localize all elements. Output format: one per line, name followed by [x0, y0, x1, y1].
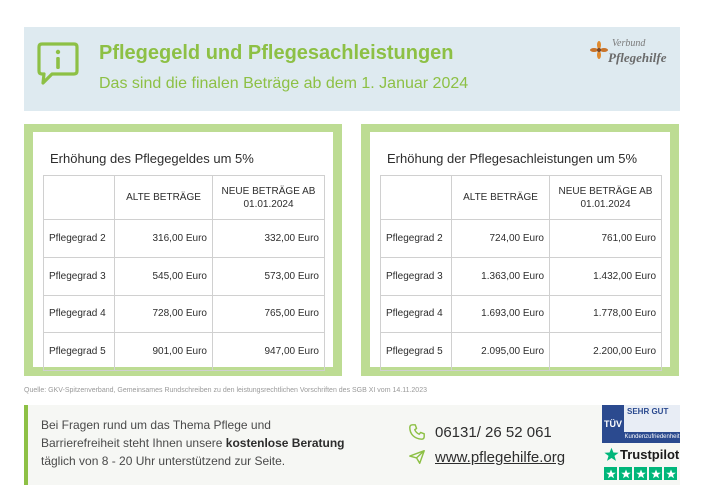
new-amount-cell: 947,00 Euro	[212, 332, 325, 372]
pflegesachleistungen-table: ALTE BETRÄGE NEUE BETRÄGE AB 01.01.2024 P…	[380, 175, 662, 372]
empty-header-cell	[380, 175, 452, 220]
table-row: Pflegegrad 5 901,00 Euro 947,00 Euro	[43, 332, 325, 372]
old-amount-cell: 545,00 Euro	[114, 256, 213, 296]
tuv-rating: SEHR GUT	[624, 405, 680, 432]
table-row: Pflegegrad 3 1.363,00 Euro 1.432,00 Euro	[380, 256, 662, 296]
new-amount-cell: 1.432,00 Euro	[549, 256, 662, 296]
grade-cell: Pflegegrad 5	[43, 332, 115, 372]
page-subtitle: Das sind die finalen Beträge ab dem 1. J…	[99, 75, 469, 92]
new-amount-cell: 761,00 Euro	[549, 219, 662, 258]
new-amount-cell: 332,00 Euro	[212, 219, 325, 258]
grade-cell: Pflegegrad 5	[380, 332, 452, 372]
phone-number[interactable]: 06131/ 26 52 061	[435, 423, 552, 441]
logo-name-text: Pflegehilfe	[608, 50, 667, 65]
pflegesachleistungen-table-title: Erhöhung der Pflegesachleistungen um 5%	[387, 151, 638, 166]
trustpilot-star	[649, 467, 662, 480]
trustpilot-star	[604, 467, 617, 480]
empty-header-cell	[43, 175, 115, 220]
table-row: Pflegegrad 2 316,00 Euro 332,00 Euro	[43, 219, 325, 258]
pflegegeld-table: ALTE BETRÄGE NEUE BETRÄGE AB 01.01.2024 P…	[43, 175, 325, 372]
grade-cell: Pflegegrad 2	[380, 219, 452, 258]
grade-cell: Pflegegrad 3	[380, 256, 452, 296]
free-consultation-bold: kostenlose Beratung	[225, 436, 345, 450]
trustpilot-star	[664, 467, 677, 480]
old-amount-cell: 316,00 Euro	[114, 219, 213, 258]
old-amount-cell: 728,00 Euro	[114, 294, 213, 334]
source-note: Quelle: GKV-Spitzenverband, Gemeinsames …	[24, 387, 427, 394]
info-speech-bubble-icon	[37, 42, 79, 85]
header-banner: Pflegegeld und Pflegesachleistungen Das …	[24, 27, 680, 111]
verbund-pflegehilfe-logo[interactable]: Verbund Pflegehilfe	[588, 35, 674, 75]
table-row: Pflegegrad 5 2.095,00 Euro 2.200,00 Euro	[380, 332, 662, 372]
footer-contact: Bei Fragen rund um das Thema Pflege und …	[24, 405, 680, 485]
new-amount-cell: 1.778,00 Euro	[549, 294, 662, 334]
tuv-badge: TÜV SEHR GUT Kundenzufriedenheit	[602, 405, 680, 443]
paper-plane-icon	[409, 449, 425, 465]
pflegegeld-panel: Erhöhung des Pflegegeldes um 5% ALTE BET…	[24, 124, 342, 376]
phone-icon	[409, 424, 425, 440]
website-contact[interactable]: www.pflegehilfe.org	[408, 446, 565, 468]
tuv-customer-satisfaction: Kundenzufriedenheit	[624, 432, 680, 443]
table-header-row: ALTE BETRÄGE NEUE BETRÄGE AB 01.01.2024	[380, 175, 662, 220]
grade-cell: Pflegegrad 2	[43, 219, 115, 258]
table-row: Pflegegrad 3 545,00 Euro 573,00 Euro	[43, 256, 325, 296]
old-amount-cell: 1.363,00 Euro	[451, 256, 550, 296]
pflegegeld-table-title: Erhöhung des Pflegegeldes um 5%	[50, 151, 254, 166]
trustpilot-badge[interactable]: Trustpilot	[604, 447, 680, 483]
old-amount-cell: 901,00 Euro	[114, 332, 213, 372]
trustpilot-star-icon	[604, 447, 619, 461]
grade-cell: Pflegegrad 4	[43, 294, 115, 334]
grade-cell: Pflegegrad 3	[43, 256, 115, 296]
table-row: Pflegegrad 4 1.693,00 Euro 1.778,00 Euro	[380, 294, 662, 334]
tuv-logo: TÜV	[602, 405, 624, 443]
new-amount-cell: 573,00 Euro	[212, 256, 325, 296]
grade-cell: Pflegegrad 4	[380, 294, 452, 334]
old-amount-cell: 724,00 Euro	[451, 219, 550, 258]
phone-contact[interactable]: 06131/ 26 52 061	[408, 421, 552, 443]
old-amounts-header: ALTE BETRÄGE	[114, 175, 213, 220]
table-row: Pflegegrad 2 724,00 Euro 761,00 Euro	[380, 219, 662, 258]
trustpilot-rating-stars	[604, 467, 677, 480]
consultation-text: Bei Fragen rund um das Thema Pflege und …	[41, 418, 345, 468]
trustpilot-name: Trustpilot	[620, 447, 680, 462]
trustpilot-star	[619, 467, 632, 480]
old-amount-cell: 2.095,00 Euro	[451, 332, 550, 372]
pflegesachleistungen-panel: Erhöhung der Pflegesachleistungen um 5% …	[361, 124, 679, 376]
flower-logo-icon	[590, 41, 608, 59]
website-link[interactable]: www.pflegehilfe.org	[435, 448, 566, 466]
table-row: Pflegegrad 4 728,00 Euro 765,00 Euro	[43, 294, 325, 334]
logo-verbund-text: Verbund	[612, 38, 646, 49]
trustpilot-star	[634, 467, 647, 480]
new-amounts-header: NEUE BETRÄGE AB 01.01.2024	[212, 175, 325, 220]
old-amounts-header: ALTE BETRÄGE	[451, 175, 550, 220]
table-header-row: ALTE BETRÄGE NEUE BETRÄGE AB 01.01.2024	[43, 175, 325, 220]
new-amounts-header: NEUE BETRÄGE AB 01.01.2024	[549, 175, 662, 220]
old-amount-cell: 1.693,00 Euro	[451, 294, 550, 334]
new-amount-cell: 2.200,00 Euro	[549, 332, 662, 372]
new-amount-cell: 765,00 Euro	[212, 294, 325, 334]
page-title: Pflegegeld und Pflegesachleistungen	[99, 42, 454, 64]
